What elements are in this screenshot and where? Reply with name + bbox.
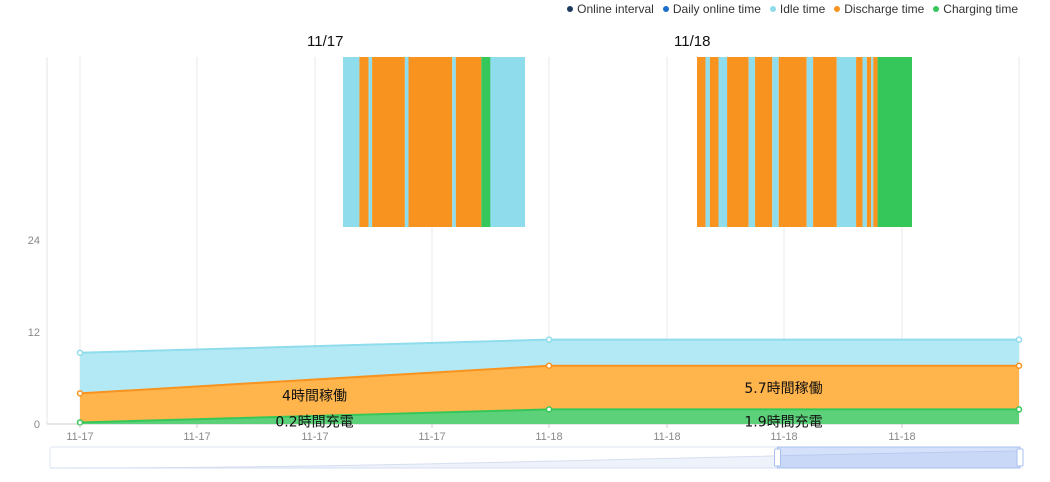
data-point (76, 390, 84, 397)
legend-item-daily-online-time[interactable]: Daily online time (662, 2, 761, 16)
area-series (76, 336, 1023, 426)
y-tick-label: 12 (28, 327, 40, 339)
timeline-segment-idle (862, 57, 867, 227)
timeline-segment-discharge (856, 57, 863, 227)
timeline-segment-discharge (697, 57, 706, 227)
x-tick-label: 11-18 (770, 431, 797, 443)
legend-item-online-interval[interactable]: Online interval (567, 2, 654, 16)
zoom-handle[interactable] (774, 448, 781, 467)
zoom-slider[interactable] (49, 446, 1024, 469)
annotations: 4時間稼働 5.7時間稼働 0.2時間充電 1.9時間充電 (275, 381, 822, 431)
legend-label: Online interval (577, 2, 654, 16)
data-point (76, 349, 84, 356)
area-charging-time (80, 409, 1019, 424)
legend-item-idle-time[interactable]: Idle time (769, 2, 826, 16)
data-point (1015, 406, 1023, 413)
legend-dot (662, 6, 669, 12)
zoom-handle[interactable] (1016, 448, 1024, 467)
timeline-segment-idle (718, 57, 728, 227)
annotation-label: 1.9時間充電 (744, 415, 822, 431)
zoom-selection (777, 446, 1021, 469)
annotation-label: 5.7時間稼働 (744, 381, 822, 397)
timeline-segment-idle (806, 57, 814, 227)
y-tick-label: 0 (34, 419, 40, 431)
timeline-segment-idle (490, 57, 525, 227)
y-tick-label: 24 (28, 235, 40, 247)
timeline-segment-discharge (359, 57, 369, 227)
timeline-segment-idle (404, 57, 409, 227)
legend-label: Daily online time (672, 2, 761, 16)
legend: Online interval Daily online time Idle t… (567, 2, 1018, 16)
x-tick-label: 11-17 (301, 431, 328, 443)
legend-item-charging-time[interactable]: Charging time (933, 2, 1018, 16)
timeline-segment-discharge (455, 57, 482, 227)
x-tick-label: 11-18 (888, 431, 915, 443)
timeline-segment-idle (343, 57, 360, 227)
legend-dot (933, 6, 940, 12)
timeline-segment-discharge (372, 57, 405, 227)
x-tick-label: 11-17 (66, 431, 93, 443)
timeline-segment-idle (836, 57, 857, 227)
data-point (1015, 336, 1023, 343)
legend-dot (834, 6, 841, 12)
timeline-segment-discharge (873, 57, 878, 227)
timeline-segment-discharge (755, 57, 773, 227)
timeline-segment-discharge (866, 57, 872, 227)
timeline-strips (343, 57, 912, 227)
timeline-segment-idle (772, 57, 779, 227)
timeline-segment-idle (368, 57, 373, 227)
timeline-segment-idle (871, 57, 874, 227)
legend-item-discharge-time[interactable]: Discharge time (834, 2, 924, 16)
data-point (545, 336, 553, 343)
annotation-label: 4時間稼働 (282, 389, 347, 405)
legend-label: Charging time (943, 2, 1018, 16)
timeline-segment-idle (748, 57, 756, 227)
x-tick-label: 11-17 (183, 431, 210, 443)
timeline-segment-charging (481, 57, 491, 227)
data-point (545, 406, 553, 413)
day-label-2: 11/18 (674, 33, 711, 50)
data-point (1015, 362, 1023, 369)
annotation-label: 0.2時間充電 (275, 415, 353, 431)
x-tick-label: 11-17 (418, 431, 445, 443)
timeline-segment-idle (452, 57, 456, 227)
day-label-1: 11/17 (307, 33, 344, 50)
y-axis: 0 12 24 (28, 235, 40, 431)
data-point (545, 362, 553, 369)
timeline-segment-idle (705, 57, 710, 227)
legend-dot (769, 6, 776, 12)
x-axis: 11-17 11-17 11-17 11-17 11-18 11-18 11-18 11-18 (66, 424, 916, 443)
legend-label: Discharge time (844, 2, 925, 16)
x-tick-label: 11-18 (535, 431, 562, 443)
timeline-segment-discharge (813, 57, 837, 227)
timeline-segment-discharge (709, 57, 719, 227)
timeline-segment-discharge (408, 57, 453, 227)
legend-label: Idle time (779, 2, 826, 16)
timeline-segment-charging (877, 57, 912, 227)
x-tick-label: 11-18 (653, 431, 680, 443)
timeline-segment-discharge (727, 57, 749, 227)
timeline-segment-discharge (778, 57, 807, 227)
legend-dot (567, 6, 574, 12)
